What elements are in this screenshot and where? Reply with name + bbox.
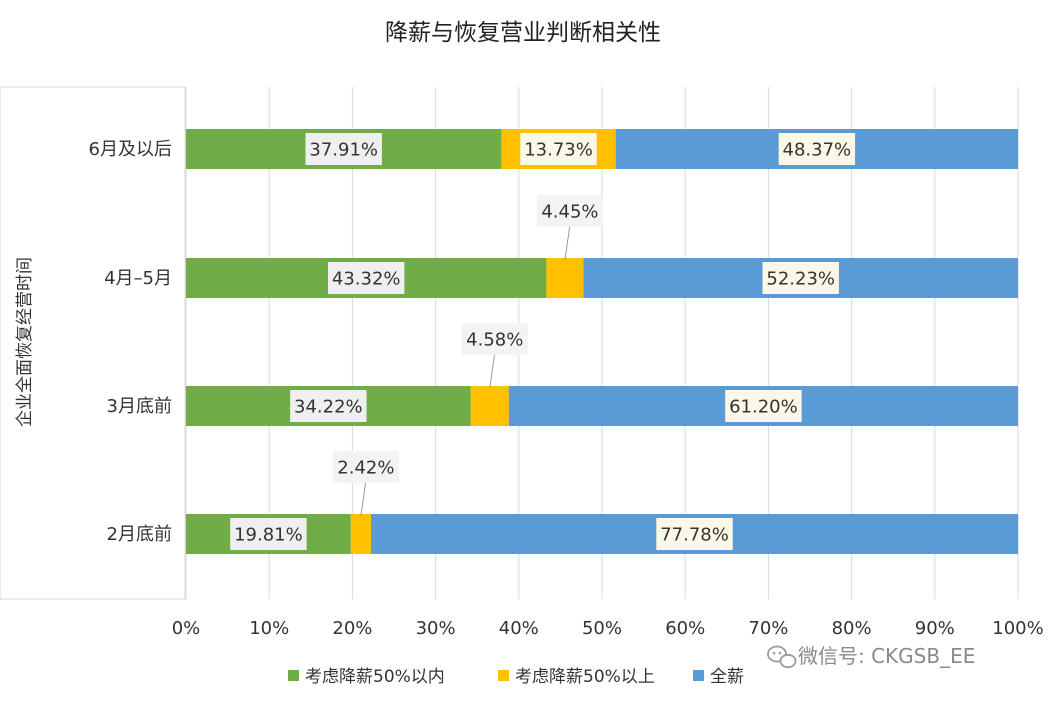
x-tick-label: 40% [499, 618, 539, 639]
data-label: 61.20% [725, 390, 802, 422]
data-label-text: 77.78% [660, 525, 729, 546]
watermark: 微信号: CKGSB_EE [767, 644, 975, 669]
data-label-text: 19.81% [234, 525, 303, 546]
leader-line [360, 480, 367, 517]
data-label-box [536, 195, 603, 227]
legend-swatch [498, 670, 509, 681]
chart-title: 降薪与恢复营业判断相关性 [385, 20, 661, 46]
data-label-box [290, 390, 367, 422]
legend-label: 考虑降薪50%以内 [305, 667, 445, 687]
data-label-text: 34.22% [294, 397, 363, 418]
legend: 考虑降薪50%以内 考虑降薪50%以上 全薪 [288, 667, 744, 687]
legend-swatch [693, 670, 704, 681]
category-label: 4月–5月 [104, 268, 172, 289]
category-label: 6月及以后 [89, 139, 172, 160]
legend-label: 考虑降薪50%以上 [515, 667, 655, 687]
x-tick-label: 90% [915, 618, 955, 639]
data-label: 48.37% [778, 133, 856, 165]
category-label: 2月底前 [107, 524, 172, 545]
data-label-text: 52.23% [766, 269, 835, 290]
watermark-text: 微信号: CKGSB_EE [798, 644, 975, 668]
data-label: 37.91% [305, 133, 382, 165]
bar-segment [546, 258, 584, 298]
data-label-box [520, 133, 597, 165]
legend-label: 全薪 [710, 667, 744, 687]
data-label: 34.22% [290, 390, 367, 422]
data-label-box [328, 262, 405, 294]
data-label: 2.42% [332, 451, 399, 483]
data-label: 52.23% [762, 262, 839, 294]
data-label: 43.32% [328, 262, 405, 294]
y-axis-label-group: 企业全面恢复经营时间 [0, 86, 186, 600]
x-tick-label: 20% [332, 618, 372, 639]
data-label: 4.45% [536, 195, 603, 227]
x-tick-label: 50% [582, 618, 622, 639]
data-label-box [230, 518, 307, 550]
category-label: 3月底前 [107, 396, 172, 417]
leader-line [564, 224, 571, 261]
data-label-text: 61.20% [729, 397, 798, 418]
wechat-icon [767, 645, 797, 669]
data-label-box [725, 390, 802, 422]
data-label-box [762, 262, 839, 294]
data-label-box [778, 133, 856, 165]
data-label: 77.78% [656, 518, 733, 550]
data-label-text: 13.73% [524, 140, 593, 161]
x-tick-label: 70% [748, 618, 788, 639]
bar-segment [350, 514, 371, 554]
data-label: 13.73% [520, 133, 597, 165]
data-label-box [461, 323, 528, 355]
x-tick-label: 10% [249, 618, 289, 639]
x-tick-label: 100% [992, 618, 1043, 639]
legend-swatch [288, 670, 299, 681]
x-tick-label: 30% [416, 618, 456, 639]
data-label-text: 4.45% [541, 202, 598, 223]
data-labels: 37.91% 13.73% 48.37% 43.32% 4.45% 52.23% 34.22… [230, 133, 856, 550]
bar-segment [470, 386, 509, 426]
category-labels: 6月及以后 4月–5月 3月底前 2月底前 [89, 139, 172, 545]
data-label-box [656, 518, 733, 550]
x-tick-label: 0% [172, 618, 201, 639]
data-label-text: 4.58% [466, 330, 523, 351]
data-label-text: 2.42% [337, 458, 394, 479]
y-axis-label: 企业全面恢复经营时间 [15, 257, 35, 427]
data-label-box [332, 451, 399, 483]
data-label-text: 43.32% [332, 269, 401, 290]
data-label: 19.81% [230, 518, 307, 550]
leader-line [489, 352, 496, 389]
data-label: 4.58% [461, 323, 528, 355]
x-tick-labels: 0% 10% 20% 30% 40% 50% 60% 70% 80% 90% 100% [172, 618, 1044, 639]
x-tick-label: 80% [832, 618, 872, 639]
data-label-text: 37.91% [309, 140, 378, 161]
x-tick-label: 60% [665, 618, 705, 639]
data-label-box [305, 133, 382, 165]
y-axis-label-box [0, 86, 186, 600]
data-label-text: 48.37% [783, 140, 852, 161]
